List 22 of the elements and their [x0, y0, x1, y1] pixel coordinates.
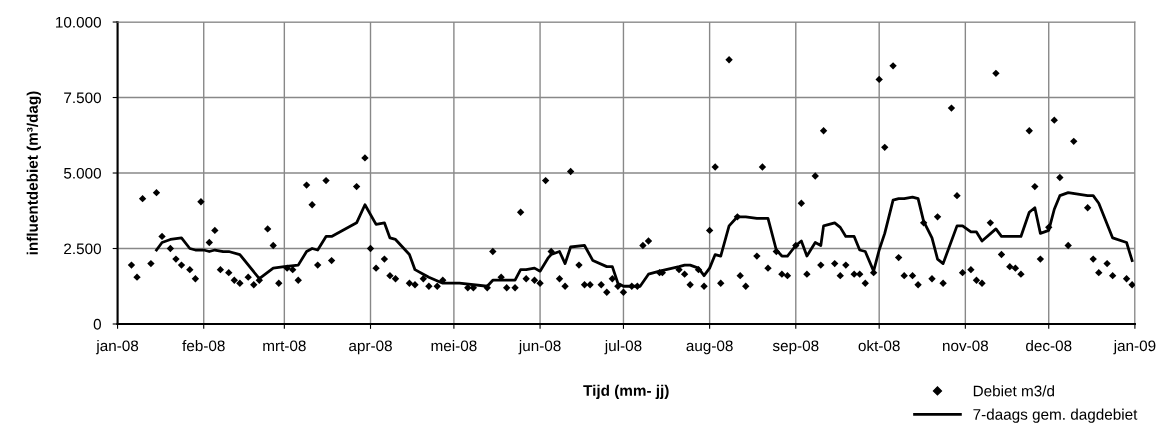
y-tick-label: 0	[93, 318, 101, 330]
y-tick-label: 7.500	[64, 92, 101, 104]
x-tick-label: mei-08	[431, 339, 477, 352]
x-tick-label: aug-08	[686, 340, 733, 355]
x-tick-label: jan-09	[1113, 339, 1156, 355]
x-tick-label: jul-08	[604, 339, 642, 355]
x-tick-label: okt-08	[858, 339, 900, 352]
x-tick-label: jan-08	[95, 339, 139, 355]
y-tick-label: 5.000	[63, 167, 101, 179]
x-tick-label: dec-08	[1026, 339, 1072, 352]
legend-label: 7-daags gem. dagdebiet	[973, 408, 1138, 423]
y-tick-label: 2.500	[64, 243, 101, 255]
x-tick-label: jun-08	[518, 339, 561, 355]
y-axis-title: influentdebiet (m³/dag)	[26, 91, 41, 255]
x-tick-label: mrt-08	[263, 340, 306, 352]
x-tick-label: nov-08	[943, 340, 989, 352]
x-tick-label: apr-08	[349, 340, 392, 355]
x-axis-title: Tijd (mm- jj)	[583, 384, 669, 400]
y-tick-label: 10.000	[56, 16, 101, 28]
x-tick-label: sep-08	[772, 340, 819, 355]
legend-label: Debiet m3/d	[973, 385, 1054, 397]
x-tick-label: feb-08	[182, 339, 225, 352]
